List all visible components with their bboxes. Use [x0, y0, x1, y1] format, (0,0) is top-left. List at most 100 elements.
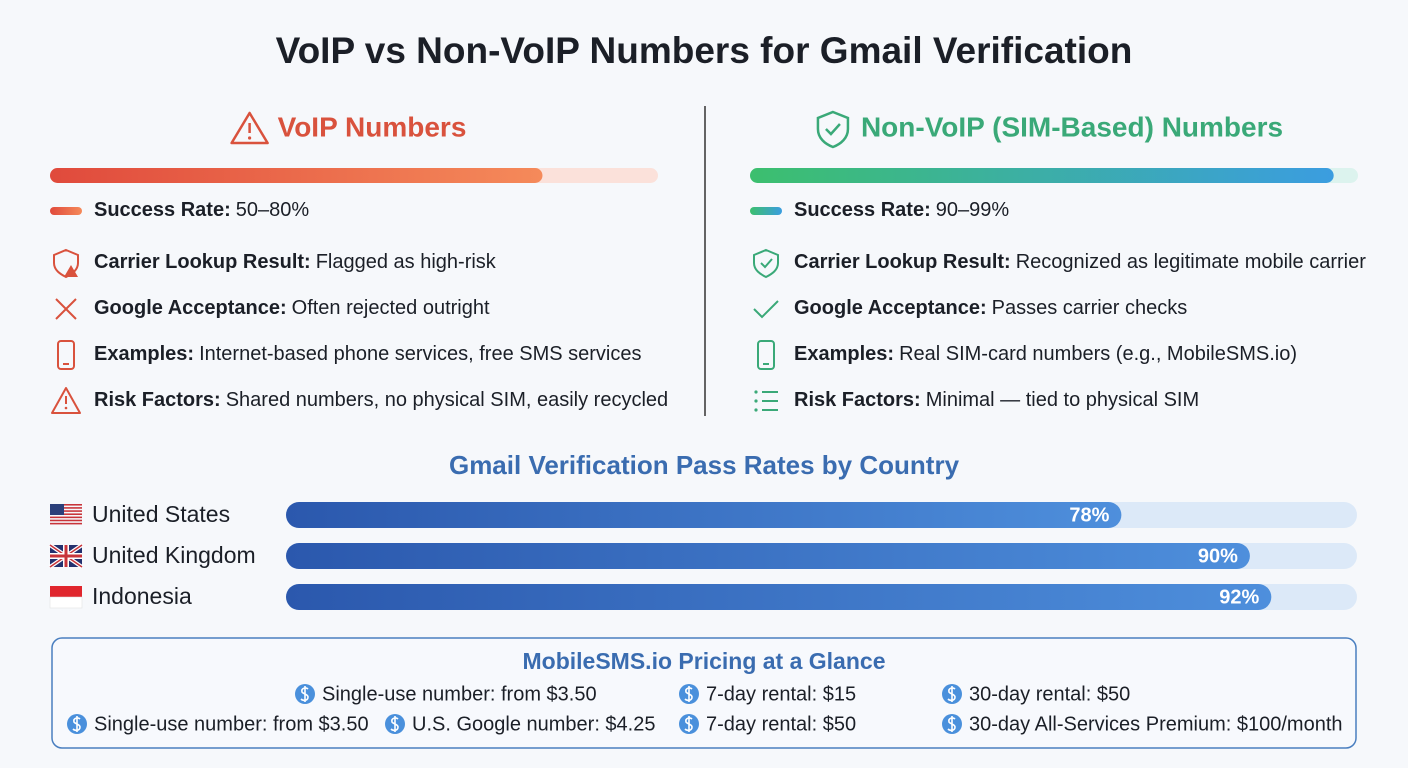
row-label: Carrier Lookup Result:	[94, 251, 311, 273]
price-item: 30-day rental: $50	[969, 683, 1130, 705]
flag-stripe	[50, 513, 82, 515]
warning-dot	[248, 136, 252, 140]
meter-fill	[50, 168, 543, 183]
row-icon	[57, 340, 75, 370]
row-label: Success Rate:	[794, 199, 931, 221]
flag	[50, 504, 82, 525]
flag-white	[49, 596, 83, 609]
mini-bar	[50, 207, 82, 215]
row-text: Google Acceptance: Passes carrier checks	[794, 297, 1187, 319]
flag-cross-red	[50, 545, 82, 567]
bar-value-label: 78%	[1069, 504, 1109, 526]
flag	[48, 543, 84, 569]
price-item: 7-day rental: $15	[706, 683, 856, 705]
row-text: Examples: Internet-based phone services, …	[94, 343, 642, 365]
row-value: 90–99%	[936, 199, 1010, 221]
row-label: Success Rate:	[94, 199, 231, 221]
warning	[51, 387, 81, 414]
bar-value-label: 90%	[1198, 545, 1238, 567]
row-text: Success Rate: 90–99%	[794, 199, 1009, 221]
coin-symbol	[947, 686, 956, 702]
row-text: Examples: Real SIM-card numbers (e.g., Mo…	[794, 343, 1297, 365]
price-item: Single-use number: from $3.50	[94, 713, 369, 735]
row-label: Examples:	[794, 343, 894, 365]
row-icon	[757, 340, 775, 370]
row-value: Often rejected outright	[292, 297, 490, 319]
price-item: U.S. Google number: $4.25	[412, 713, 655, 735]
list-dot	[754, 408, 758, 412]
heading-icon	[816, 110, 850, 149]
warning-icon	[230, 111, 269, 145]
row-label: Google Acceptance:	[794, 297, 987, 319]
bar-value-label: 92%	[1219, 586, 1259, 608]
coin-symbol	[72, 716, 81, 732]
bar	[286, 584, 1272, 610]
warning-dot	[64, 406, 68, 410]
row-text: Carrier Lookup Result: Flagged as high-ri…	[94, 251, 497, 273]
row-text: Carrier Lookup Result: Recognized as legi…	[794, 251, 1366, 273]
coin-symbol	[300, 686, 309, 702]
row-value: Minimal — tied to physical SIM	[926, 389, 1199, 411]
price-item: Single-use number: from $3.50	[322, 683, 597, 705]
shield-icon	[753, 248, 779, 279]
check	[753, 300, 779, 319]
list-dot	[754, 399, 758, 403]
flag	[49, 586, 83, 609]
page-title: VoIP vs Non-VoIP Numbers for Gmail Verif…	[276, 30, 1133, 71]
phone	[757, 340, 775, 370]
coin-symbol	[947, 716, 956, 732]
country-label: United Kingdom	[92, 542, 256, 568]
coin-symbol	[390, 716, 399, 732]
mini-bar	[750, 207, 782, 215]
row-value: Real SIM-card numbers (e.g., MobileSMS.i…	[899, 343, 1297, 365]
cross	[55, 298, 77, 320]
column-heading: Non-VoIP (SIM-Based) Numbers	[861, 111, 1283, 142]
row-text: Risk Factors: Minimal — tied to physical …	[794, 389, 1199, 411]
price-item: 30-day All-Services Premium: $100/month	[969, 713, 1343, 735]
row-label: Examples:	[94, 343, 194, 365]
price-item: 7-day rental: $50	[706, 713, 856, 735]
bar	[286, 543, 1250, 569]
country-label: United States	[92, 501, 230, 527]
shield-icon	[816, 110, 850, 149]
check	[760, 258, 773, 269]
row-label: Risk Factors:	[94, 389, 221, 411]
pricing-box	[51, 637, 1357, 749]
coin-symbol	[684, 686, 693, 702]
alert	[64, 265, 78, 277]
row-value: 50–80%	[236, 199, 310, 221]
country-label: Indonesia	[92, 583, 192, 609]
row-icon	[51, 387, 81, 414]
check-mark	[825, 123, 841, 136]
phone	[57, 340, 75, 370]
row-icon	[754, 390, 778, 412]
row-text: Risk Factors: Shared numbers, no physical…	[94, 389, 668, 411]
bar	[286, 502, 1122, 528]
flag-stripe	[50, 507, 82, 509]
row-icon	[753, 248, 779, 279]
row-value: Passes carrier checks	[992, 297, 1188, 319]
row-value: Shared numbers, no physical SIM, easily …	[226, 389, 668, 411]
flag-stripe	[50, 522, 82, 525]
chart-title: Gmail Verification Pass Rates by Country	[449, 450, 960, 480]
list-dot	[754, 390, 758, 394]
flag-stripe	[50, 510, 82, 512]
flag-stripe	[50, 516, 82, 519]
row-text: Google Acceptance: Often rejected outrigh…	[94, 297, 490, 319]
flag-canton	[50, 504, 64, 515]
flag-stripe	[50, 504, 82, 506]
meter-fill	[750, 168, 1334, 183]
flag-stripe	[50, 519, 82, 522]
heading-icon	[230, 111, 269, 145]
row-value: Internet-based phone services, free SMS …	[199, 343, 641, 365]
column-heading: VoIP Numbers	[278, 111, 467, 142]
row-icon	[53, 248, 79, 279]
row-value: Flagged as high-risk	[316, 251, 497, 273]
row-label: Carrier Lookup Result:	[794, 251, 1011, 273]
row-icon	[750, 207, 782, 215]
pricing-title: MobileSMS.io Pricing at a Glance	[523, 648, 886, 674]
row-value: Recognized as legitimate mobile carrier	[1016, 251, 1366, 273]
row-label: Risk Factors:	[794, 389, 921, 411]
